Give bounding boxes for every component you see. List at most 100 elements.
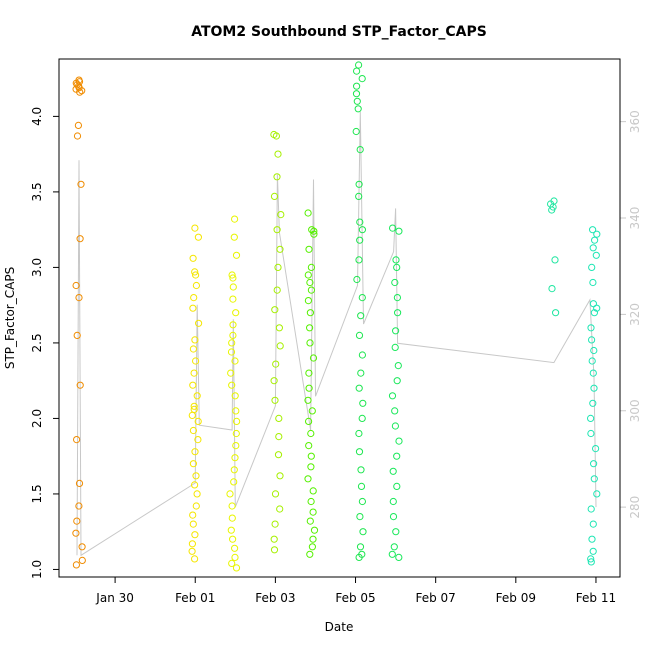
data-point-0-14: [75, 294, 83, 302]
data-point-4-1: [308, 226, 316, 234]
data-point-5-11: [356, 218, 364, 226]
data-point-0-10: [73, 132, 82, 140]
data-point-6-9: [394, 362, 402, 370]
data-point-5-8: [356, 146, 364, 154]
data-point-0-22: [78, 543, 86, 551]
data-point-3-17: [275, 433, 283, 441]
data-point-1-30: [188, 540, 196, 548]
x-tick-label: Jan 30: [95, 591, 134, 605]
y-left-tick-label: 3.0: [30, 258, 44, 277]
data-point-8-19: [592, 445, 600, 453]
data-point-2-3: [228, 271, 236, 279]
data-point-4-28: [310, 526, 319, 534]
data-point-4-30: [308, 543, 316, 551]
data-point-6-2: [392, 256, 400, 264]
data-point-2-26: [227, 526, 235, 534]
data-point-5-10: [355, 192, 363, 200]
data-point-4-6: [304, 271, 312, 279]
data-point-4-23: [304, 475, 312, 483]
data-point-8-10: [587, 324, 595, 332]
data-point-8-26: [589, 547, 597, 555]
data-point-0-9: [74, 121, 83, 130]
data-point-8-3: [589, 244, 597, 252]
y-left-tick-label: 1.5: [30, 484, 44, 503]
x-tick-label: Feb 11: [576, 591, 616, 605]
data-point-1-8: [195, 319, 203, 327]
data-point-3-1: [272, 132, 280, 140]
data-point-4-17: [308, 407, 316, 415]
data-point-5-31: [356, 543, 365, 551]
data-point-8-12: [590, 346, 598, 355]
data-point-4-4: [305, 245, 313, 253]
data-point-0-20: [73, 517, 81, 525]
data-point-6-3: [393, 263, 401, 271]
data-point-1-13: [189, 381, 197, 389]
data-point-2-23: [226, 490, 234, 498]
data-point-1-28: [189, 520, 197, 528]
data-point-4-15: [305, 384, 313, 392]
data-point-1-26: [192, 502, 200, 510]
data-point-5-13: [356, 236, 364, 244]
data-point-3-2: [274, 150, 282, 158]
data-point-3-13: [272, 360, 280, 368]
data-point-6-0: [389, 224, 397, 232]
y-left-tick-label: 2.0: [30, 409, 44, 428]
data-point-8-9: [590, 309, 599, 317]
data-point-1-15: [190, 402, 198, 410]
data-point-2-11: [227, 348, 236, 356]
data-point-0-12: [76, 235, 84, 243]
data-point-3-8: [274, 263, 282, 271]
data-point-4-13: [309, 354, 318, 362]
data-point-4-21: [307, 452, 315, 460]
data-point-2-18: [232, 429, 240, 438]
data-point-1-5: [192, 281, 200, 290]
data-point-2-17: [233, 417, 241, 425]
data-point-8-15: [590, 384, 598, 392]
data-point-6-4: [391, 278, 399, 287]
x-tick-label: Feb 07: [415, 591, 455, 605]
data-point-3-23: [270, 535, 278, 543]
data-point-1-20: [194, 436, 202, 444]
data-point-2-14: [228, 381, 236, 389]
data-point-8-21: [590, 475, 598, 483]
data-point-0-19: [75, 502, 83, 510]
data-point-0-8: [76, 88, 84, 96]
data-point-5-24: [355, 429, 363, 438]
data-point-4-20: [305, 442, 313, 450]
data-point-5-33: [355, 553, 363, 562]
data-point-2-30: [228, 559, 236, 568]
data-point-1-9: [191, 336, 199, 344]
data-point-6-20: [392, 528, 400, 536]
data-point-6-11: [388, 392, 397, 400]
data-point-5-3: [353, 82, 361, 90]
data-point-8-23: [587, 505, 595, 513]
data-point-5-29: [356, 513, 364, 521]
data-point-2-25: [228, 514, 236, 522]
data-point-8-16: [589, 399, 597, 407]
data-point-0-13: [72, 281, 80, 290]
data-point-3-15: [271, 396, 279, 404]
data-point-8-0: [589, 226, 597, 234]
data-point-1-6: [190, 294, 198, 302]
data-point-7-5: [548, 285, 556, 293]
data-point-2-28: [231, 544, 239, 552]
data-point-0-17: [73, 436, 81, 444]
data-point-4-8: [307, 286, 315, 294]
data-point-4-29: [309, 535, 317, 543]
data-point-2-15: [231, 392, 239, 400]
data-point-4-18: [305, 417, 313, 425]
data-point-8-28: [587, 558, 595, 566]
data-point-5-27: [357, 482, 366, 490]
data-point-2-29: [231, 553, 239, 562]
data-point-4-22: [307, 463, 315, 471]
data-point-5-26: [357, 466, 365, 474]
data-point-8-11: [588, 336, 596, 344]
data-point-1-3: [191, 268, 199, 276]
data-point-8-27: [587, 555, 595, 563]
data-point-1-19: [189, 426, 197, 435]
data-point-4-7: [306, 278, 314, 287]
data-point-6-22: [388, 550, 396, 558]
data-point-0-18: [75, 479, 84, 487]
